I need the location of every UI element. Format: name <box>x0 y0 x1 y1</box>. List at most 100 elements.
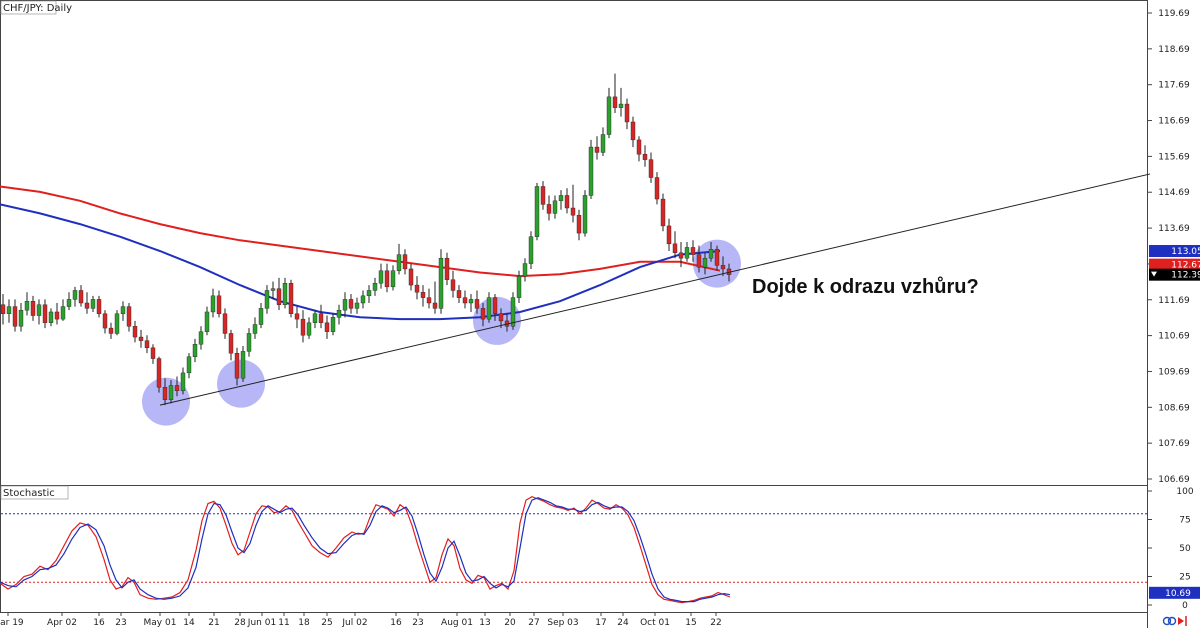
link-icon[interactable] <box>1162 616 1177 626</box>
candle <box>90 295 96 312</box>
candle <box>378 263 384 289</box>
candle <box>0 294 6 325</box>
candle <box>516 270 522 303</box>
candle <box>360 290 366 309</box>
candle <box>66 292 72 311</box>
candle <box>468 294 474 312</box>
candle <box>138 329 144 348</box>
time-axis-label: Aug 01 <box>441 618 473 628</box>
candle <box>30 295 36 321</box>
candle <box>288 279 294 318</box>
time-axis-label: 16 <box>390 618 402 628</box>
candle <box>588 139 594 200</box>
candle <box>198 326 204 350</box>
candle <box>186 353 192 379</box>
trendline <box>159 173 1151 406</box>
candle <box>162 378 168 406</box>
moving-average-line <box>0 203 721 321</box>
candle <box>354 297 360 314</box>
stochastic-title: Stochastic <box>3 488 55 499</box>
candle <box>564 188 570 214</box>
candle <box>12 299 18 332</box>
candle <box>180 367 186 395</box>
chart-title-box <box>0 0 57 15</box>
time-axis-label: 14 <box>183 618 195 628</box>
price-axis-label: 110.69 <box>1158 332 1190 342</box>
candle <box>264 285 270 314</box>
stochastic-lines <box>0 496 1147 604</box>
moving-averages <box>0 185 721 321</box>
annotation-text: Dojde k odrazu vzhůru? <box>752 276 979 298</box>
candle <box>714 245 720 271</box>
candle <box>108 322 114 339</box>
candle <box>300 310 306 343</box>
candle <box>306 317 312 339</box>
svg-text:112.67: 112.67 <box>1171 261 1200 271</box>
candle <box>168 380 174 404</box>
candle <box>234 347 240 386</box>
candle <box>174 376 180 397</box>
candle <box>522 258 528 282</box>
candle <box>240 346 246 382</box>
candle <box>708 242 714 262</box>
candle <box>18 302 24 332</box>
candle <box>324 315 330 339</box>
candle <box>528 231 534 269</box>
scroll-to-end-icon[interactable] <box>1178 616 1187 626</box>
time-axis-label: Mar 19 <box>0 618 24 628</box>
candle <box>612 73 618 114</box>
price-axis-label: 107.69 <box>1158 439 1190 449</box>
price-axis: 119.69 118.69 117.69 116.69 115.69 114.69 113.… <box>1147 9 1190 485</box>
stochastic-title-box <box>0 485 69 500</box>
candle <box>414 276 420 300</box>
candle <box>498 308 504 329</box>
candle <box>684 242 690 262</box>
price-axis-label: 115.69 <box>1158 152 1190 162</box>
candle <box>336 304 342 325</box>
candle <box>420 285 426 307</box>
price-axis-label: 114.69 <box>1158 188 1190 198</box>
candle <box>486 292 492 323</box>
candle <box>132 320 138 343</box>
candle <box>204 306 210 336</box>
price-axis-label: 118.69 <box>1158 45 1190 55</box>
time-axis-label: May 01 <box>144 618 177 628</box>
candle <box>474 290 480 314</box>
candle <box>600 127 606 157</box>
candle <box>258 302 264 329</box>
candle <box>228 329 234 361</box>
candle <box>48 308 54 327</box>
price-axis-label: 117.69 <box>1158 81 1190 91</box>
stochastic-axis-label: 0 <box>1182 601 1188 611</box>
candle <box>384 263 390 293</box>
candle <box>510 292 516 330</box>
stochastic-axis-label: 100 <box>1176 487 1193 497</box>
candle <box>618 87 624 117</box>
candle <box>444 252 450 286</box>
price-axis-label: 111.69 <box>1158 296 1190 306</box>
candle <box>366 285 372 303</box>
price-axis-label: 113.69 <box>1158 224 1190 234</box>
candle <box>120 301 126 321</box>
candle <box>156 356 162 393</box>
candle <box>390 265 396 291</box>
candle <box>342 292 348 318</box>
candle <box>552 195 558 219</box>
candle <box>570 184 576 223</box>
candle <box>576 209 582 241</box>
candle <box>396 243 402 275</box>
candle <box>150 344 156 364</box>
chart-title: CHF/JPY: Daily <box>3 3 72 14</box>
candle <box>282 277 288 309</box>
stochastic-line <box>0 497 731 603</box>
candle <box>492 294 498 321</box>
candle <box>102 310 108 334</box>
price-axis-label: 119.69 <box>1158 9 1190 19</box>
candles <box>0 73 732 406</box>
candle <box>330 313 336 336</box>
candle <box>114 310 120 336</box>
svg-text:10.69: 10.69 <box>1165 589 1191 599</box>
